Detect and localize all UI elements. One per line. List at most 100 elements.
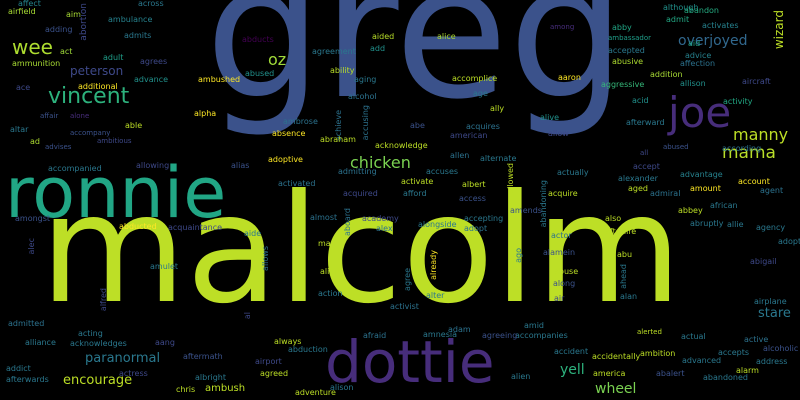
word-aid: aid: [688, 39, 701, 48]
word-always: always: [274, 337, 302, 346]
word-abe: abe: [410, 121, 425, 130]
word-aim: aim: [66, 10, 81, 19]
word-america: america: [593, 369, 626, 378]
word-although: although: [663, 3, 699, 12]
word-admiral: admiral: [650, 189, 681, 198]
word-accompanies: accompanies: [515, 331, 568, 340]
word-aboard: aboard: [343, 208, 352, 237]
word-advanced: advanced: [682, 356, 722, 365]
word-abraham: abraham: [320, 135, 356, 144]
word-aaron: aaron: [558, 73, 581, 82]
word-agent: agent: [760, 186, 784, 195]
word-agency: agency: [756, 223, 786, 232]
word-adam: adam: [448, 325, 471, 334]
word-already: already: [429, 250, 438, 280]
word-accidentally: accidentally: [592, 352, 641, 361]
word-ahead: ahead: [619, 264, 628, 289]
word-alfred: alfred: [99, 288, 108, 312]
word-amnesia: amnesia: [423, 330, 457, 339]
word-align: align: [320, 267, 340, 276]
word-manny: manny: [733, 125, 789, 144]
word-accompanied: accompanied: [48, 164, 102, 173]
word-abbey: abbey: [678, 206, 703, 215]
word-active: active: [744, 335, 769, 344]
word-allie: allie: [727, 220, 744, 229]
word-alex: alex: [376, 224, 393, 233]
word-aging: aging: [354, 75, 377, 84]
word-almost: almost: [310, 213, 338, 222]
word-according: according: [722, 144, 762, 153]
word-abandoned: abandoned: [703, 373, 748, 382]
word-ambition: ambition: [640, 349, 676, 358]
word-allen: allen: [450, 151, 470, 160]
word-vincent: vincent: [48, 84, 130, 109]
word-aftermath: aftermath: [183, 352, 223, 361]
word-alpha: alpha: [194, 109, 217, 118]
word-abduction: abduction: [288, 345, 328, 354]
word-abalert: abalert: [656, 369, 685, 378]
word-abruptly: abruptly: [690, 219, 724, 228]
word-alerted: alerted: [637, 328, 662, 336]
word-age: age: [473, 89, 488, 98]
word-advice: advice: [685, 51, 712, 60]
word-oz: oz: [268, 50, 287, 69]
word-abandoning: abandoning: [539, 180, 548, 228]
word-airport: airport: [255, 357, 282, 366]
word-paranormal: paranormal: [85, 351, 161, 366]
word-among: among: [550, 23, 575, 31]
word-admits: admits: [124, 31, 152, 40]
word-also: also: [605, 214, 622, 223]
word-accepts: accepts: [718, 348, 750, 357]
word-abusive: abusive: [612, 57, 644, 66]
word-activity: activity: [723, 97, 753, 106]
word-alliance: alliance: [25, 338, 56, 347]
word-adult: adult: [103, 53, 124, 62]
word-accident: accident: [554, 347, 589, 356]
word-ambulance: ambulance: [108, 15, 153, 24]
word-advises: advises: [45, 143, 72, 151]
word-accusing: accusing: [361, 105, 370, 141]
word-admit: admit: [666, 15, 690, 24]
word-ally: ally: [490, 104, 505, 113]
word-afford: afford: [403, 189, 427, 198]
word-alcohol: alcohol: [348, 92, 377, 101]
word-amid: amid: [524, 321, 544, 330]
word-agreeing: agreeing: [482, 331, 518, 340]
word-admitting: admitting: [338, 167, 377, 176]
word-afterlife: afterlife: [605, 227, 637, 236]
word-alec: alec: [27, 238, 36, 255]
word-allison: allison: [680, 79, 706, 88]
word-additional: additional: [78, 82, 118, 91]
word-stare: stare: [758, 306, 791, 321]
word-allowed: allowed: [506, 163, 515, 194]
word-add: add: [370, 44, 386, 53]
word-accept: accept: [633, 162, 660, 171]
word-addict: addict: [6, 364, 31, 373]
word-joe: joe: [668, 88, 732, 137]
word-absence: absence: [272, 129, 306, 138]
word-abigail: abigail: [750, 257, 777, 266]
word-afterward: afterward: [626, 118, 665, 127]
word-overjoyed: overjoyed: [678, 33, 748, 49]
word-accuses: accuses: [426, 167, 459, 176]
word-ambassador: ambassador: [608, 34, 652, 42]
word-aide: aide: [244, 229, 262, 238]
word-adopted: adopted: [778, 237, 800, 246]
word-adoptive: adoptive: [268, 155, 303, 164]
word-across: across: [138, 0, 164, 8]
word-activate: activate: [401, 177, 434, 186]
word-activates: activates: [702, 21, 739, 30]
word-ambushed: ambushed: [198, 75, 241, 84]
word-ace: ace: [16, 83, 31, 92]
word-aged: aged: [628, 184, 648, 193]
word-abused: abused: [663, 143, 689, 151]
word-action: action: [318, 289, 343, 298]
word-abuse: abuse: [554, 267, 579, 276]
word-malcolm: malcolm: [40, 163, 682, 337]
word-ability: ability: [330, 66, 355, 75]
word-addition: addition: [650, 70, 683, 79]
word-mama: mama: [722, 143, 776, 163]
word-albert: albert: [462, 180, 486, 189]
word-acquires: acquires: [466, 122, 500, 131]
word-accepting: accepting: [464, 214, 504, 223]
